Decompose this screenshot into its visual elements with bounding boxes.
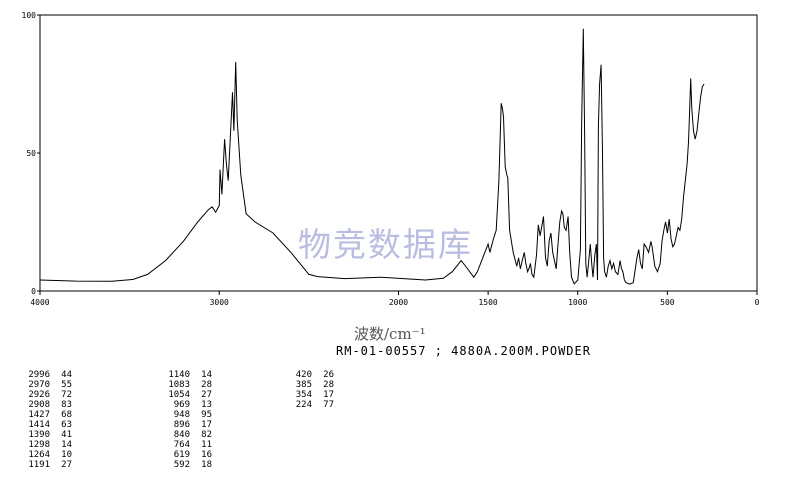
x-tick-label: 500 (660, 298, 675, 307)
peak-wavenumber: 619 (173, 450, 190, 460)
peak-row: 2926 72 (20, 390, 72, 400)
peak-transmittance: 26 (323, 370, 334, 380)
peak-transmittance: 17 (323, 390, 334, 400)
peak-transmittance: 14 (61, 440, 72, 450)
peak-transmittance: 28 (323, 380, 334, 390)
peak-table-1: 2996 44 2970 55 2926 72 2908 83 1427 68 1414 63 1390… (20, 370, 72, 470)
sample-id: RM-01-00557 ; 4880A.200M.POWDER (336, 344, 591, 358)
peak-row: 2996 44 (20, 370, 72, 380)
peak-wavenumber: 2970 (28, 380, 50, 390)
peak-wavenumber: 948 (173, 410, 190, 420)
peak-transmittance: 63 (61, 420, 72, 430)
x-tick-label: 3000 (210, 298, 229, 307)
peak-transmittance: 17 (201, 420, 212, 430)
peak-wavenumber: 1191 (28, 460, 50, 470)
peak-wavenumber: 354 (295, 390, 312, 400)
peak-wavenumber: 1054 (168, 390, 190, 400)
watermark-text: 物竞数据库 (298, 225, 473, 264)
peak-transmittance: 95 (201, 410, 212, 420)
peak-transmittance: 68 (61, 410, 72, 420)
peak-wavenumber: 1390 (28, 430, 50, 440)
peak-row: 2970 55 (20, 380, 72, 390)
peak-row: 1298 14 (20, 440, 72, 450)
x-tick-label: 2000 (389, 298, 408, 307)
peak-wavenumber: 1427 (28, 410, 50, 420)
peak-row: 592 18 (160, 460, 212, 470)
peak-row: 420 26 (282, 370, 334, 380)
peak-table-2: 1140 14 1083 28 1054 27 969 13 948 95 896 17 840 82 76… (160, 370, 212, 470)
peak-transmittance: 16 (201, 450, 212, 460)
y-tick-label: 50 (26, 149, 36, 158)
peak-wavenumber: 385 (295, 380, 312, 390)
peak-wavenumber: 1083 (168, 380, 190, 390)
peak-row: 1390 41 (20, 430, 72, 440)
peak-wavenumber: 2996 (28, 370, 50, 380)
x-axis-label: 波数/cm⁻¹ (354, 325, 426, 343)
peak-transmittance: 27 (61, 460, 72, 470)
peak-row: 224 77 (282, 400, 334, 410)
peak-row: 764 11 (160, 440, 212, 450)
peak-transmittance: 28 (201, 380, 212, 390)
peak-transmittance: 14 (201, 370, 212, 380)
peak-transmittance: 77 (323, 400, 334, 410)
peak-row: 1191 27 (20, 460, 72, 470)
peak-transmittance: 82 (201, 430, 212, 440)
x-tick-label: 1000 (568, 298, 587, 307)
peak-transmittance: 83 (61, 400, 72, 410)
peak-wavenumber: 896 (173, 420, 190, 430)
peak-transmittance: 18 (201, 460, 212, 470)
x-tick-label: 4000 (30, 298, 49, 307)
peak-wavenumber: 2908 (28, 400, 50, 410)
peak-transmittance: 55 (61, 380, 72, 390)
y-tick-label: 0 (31, 287, 36, 296)
peak-row: 1414 63 (20, 420, 72, 430)
peak-wavenumber: 592 (173, 460, 190, 470)
peak-row: 1083 28 (160, 380, 212, 390)
peak-wavenumber: 1414 (28, 420, 50, 430)
peak-transmittance: 44 (61, 370, 72, 380)
peak-row: 896 17 (160, 420, 212, 430)
peak-row: 1264 10 (20, 450, 72, 460)
peak-transmittance: 72 (61, 390, 72, 400)
peak-wavenumber: 224 (295, 400, 312, 410)
peak-wavenumber: 1264 (28, 450, 50, 460)
peak-table-3: 420 26 385 28 354 17 224 77 (282, 370, 334, 410)
peak-row: 385 28 (282, 380, 334, 390)
peak-transmittance: 11 (201, 440, 212, 450)
peak-row: 2908 83 (20, 400, 72, 410)
peak-row: 354 17 (282, 390, 334, 400)
peak-transmittance: 10 (61, 450, 72, 460)
peak-row: 1054 27 (160, 390, 212, 400)
peak-wavenumber: 969 (173, 400, 190, 410)
peak-transmittance: 27 (201, 390, 212, 400)
peak-wavenumber: 764 (173, 440, 190, 450)
y-tick-label: 100 (22, 11, 37, 20)
spectrum-line (39, 28, 705, 285)
peak-wavenumber: 2926 (28, 390, 50, 400)
x-tick-label: 0 (755, 298, 760, 307)
peak-row: 1427 68 (20, 410, 72, 420)
peak-wavenumber: 420 (295, 370, 312, 380)
peak-wavenumber: 1298 (28, 440, 50, 450)
peak-row: 948 95 (160, 410, 212, 420)
peak-transmittance: 41 (61, 430, 72, 440)
peak-wavenumber: 1140 (168, 370, 190, 380)
peak-wavenumber: 840 (173, 430, 190, 440)
peak-transmittance: 13 (201, 400, 212, 410)
x-tick-label: 1500 (478, 298, 497, 307)
peak-row: 969 13 (160, 400, 212, 410)
peak-row: 840 82 (160, 430, 212, 440)
peak-row: 1140 14 (160, 370, 212, 380)
peak-row: 619 16 (160, 450, 212, 460)
